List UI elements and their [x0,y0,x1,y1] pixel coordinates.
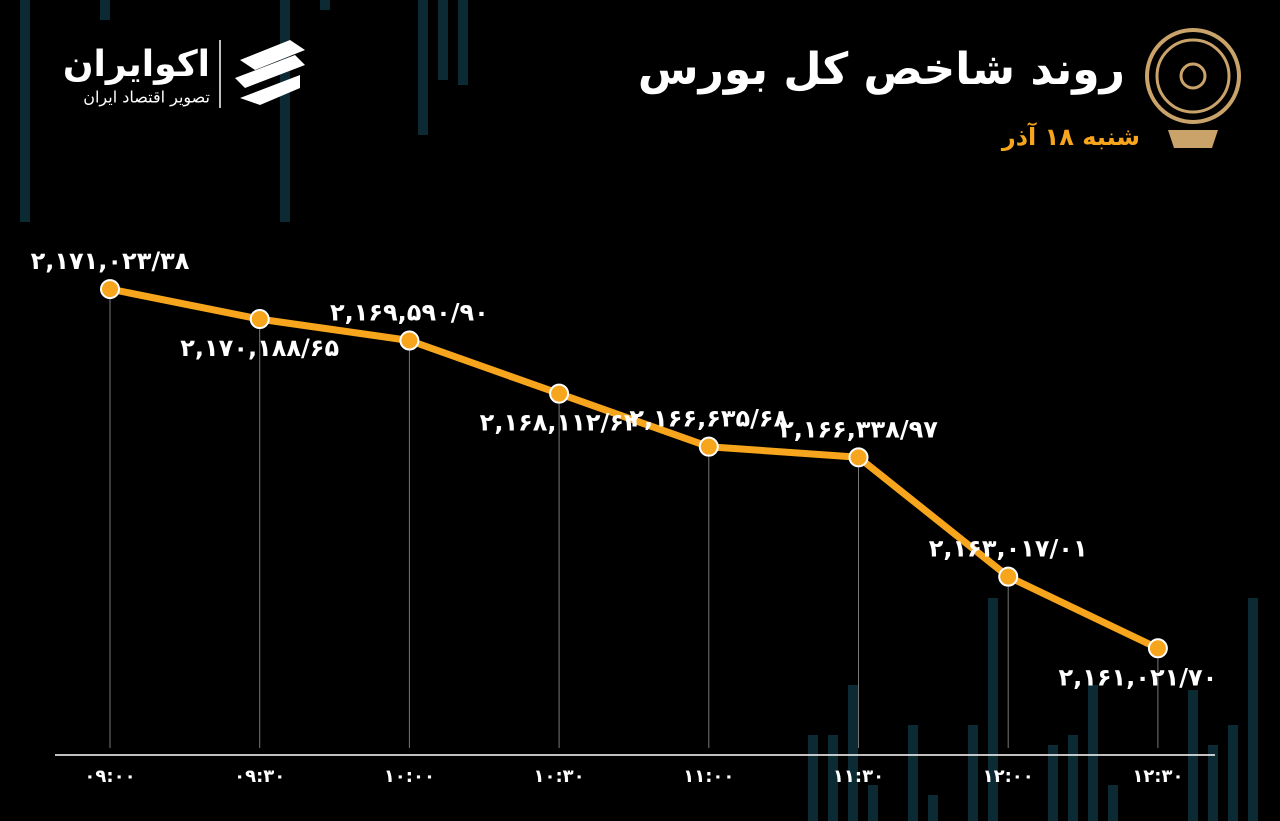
x-tick-label: ۱۲:۰۰ [983,766,1034,787]
point [399,330,420,351]
emblem [1145,28,1241,148]
brand-tagline: تصویر اقتصاد ایران [83,88,210,108]
value-label: ۲,۱۷۰,۱۸۸/۶۵ [180,334,339,362]
value-label: ۲,۱۶۶,۶۳۵/۶۸ [629,405,788,433]
value-label: ۲,۱۶۶,۳۳۸/۹۷ [779,415,938,443]
x-tick-label: ۱۱:۰۰ [683,766,734,787]
x-tick-label: ۱۱:۳۰ [833,766,884,787]
point [1147,638,1168,659]
point [100,279,120,300]
x-tick-label: ۱۲:۳۰ [1132,766,1183,787]
chart-subtitle: شنبه ۱۸ آذر [1001,122,1140,151]
x-tick-label: ۱۰:۰۰ [384,766,435,787]
brand-logo [235,40,305,105]
point [249,309,270,330]
point [698,436,719,457]
value-label: ۲,۱۶۹,۵۹۰/۹۰ [330,299,489,327]
point [848,447,869,468]
value-label: ۲,۱۶۸,۱۱۲/۶۲ [480,409,639,437]
value-label: ۲,۱۷۱,۰۲۳/۳۸ [31,247,190,275]
chart-title: روند شاخص کل بورس [638,44,1125,95]
value-label: ۲,۱۶۳,۰۱۷/۰۱ [929,535,1088,563]
brand: اکوایران [63,44,210,85]
point [998,566,1019,587]
value-label: ۲,۱۶۱,۰۲۱/۷۰ [1058,663,1217,691]
x-tick-label: ۰۹:۳۰ [234,766,285,787]
line [109,285,1160,652]
point [549,383,570,404]
x-tick-label: ۱۰:۳۰ [534,766,585,787]
x-tick-label: ۰۹:۰۰ [84,766,135,787]
